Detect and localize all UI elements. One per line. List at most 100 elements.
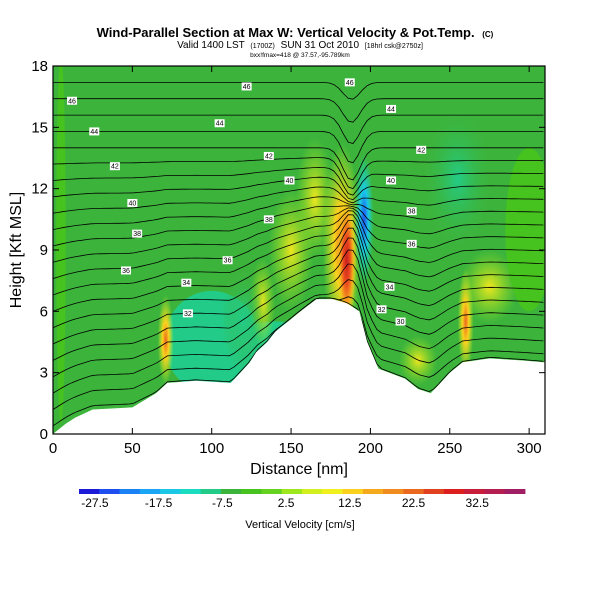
theta-contour: [53, 227, 544, 329]
theta-contour: [53, 210, 544, 279]
colorbar-swatch: [220, 489, 242, 494]
theta-contour: [53, 214, 544, 296]
velocity-cell: [157, 294, 174, 385]
colorbar-swatch: [362, 489, 384, 494]
contour-label-box: [214, 119, 225, 128]
x-tick-label: 0: [49, 440, 57, 457]
theta-contour: [53, 157, 544, 190]
contour-label: 34: [386, 284, 394, 291]
theta-contours: [53, 82, 544, 427]
contour-label-box: [384, 282, 395, 291]
colorbar-swatch: [79, 489, 100, 494]
x-axis-label: Distance [nm]: [250, 461, 348, 478]
colorbar-swatch: [119, 489, 141, 494]
contour-label: 40: [128, 200, 136, 207]
colorbar-swatch: [261, 489, 283, 494]
colorbar-label: Vertical Velocity [cm/s]: [245, 519, 354, 531]
colorbar-swatch: [443, 489, 465, 494]
contour-label: 42: [417, 147, 425, 154]
contour-label: 40: [387, 178, 395, 185]
x-tick-label: 50: [124, 440, 141, 457]
colorbar-swatch: [403, 489, 425, 494]
contour-label-box: [182, 309, 193, 318]
contour-label-box: [376, 305, 387, 314]
velocity-cell: [505, 147, 545, 312]
colorbar-swatch: [423, 489, 445, 494]
contour-label: 36: [224, 258, 232, 265]
colorbar-tick-label: 32.5: [466, 496, 490, 510]
colorbar-tick-label: -27.5: [81, 496, 109, 510]
contour-label: 46: [346, 80, 354, 87]
theta-contour: [53, 82, 544, 100]
theta-contour: [53, 196, 544, 230]
contour-label: 42: [265, 153, 273, 160]
colorbar-swatch: [464, 489, 485, 494]
x-axis: 0 50 100 150 200 250 300: [49, 66, 542, 457]
colorbar-swatch: [99, 489, 120, 494]
colorbar-swatch: [281, 489, 303, 494]
theta-contour: [53, 296, 544, 410]
contour-label-box: [395, 317, 406, 326]
colorbar-tick-label: 12.5: [338, 496, 362, 510]
theta-contour: [53, 249, 544, 361]
terrain-mask: [53, 299, 545, 434]
chart-subtitle: Valid 1400 LST (1700Z) SUN 31 Oct 2010 […: [177, 40, 423, 51]
contour-label-box: [241, 82, 252, 91]
contour-label-box: [222, 256, 233, 265]
contour-label: 44: [216, 121, 224, 128]
x-tick-label: 250: [437, 440, 462, 457]
contour-label: 42: [111, 164, 119, 171]
theta-contour: [53, 186, 544, 214]
contour-label: 46: [68, 98, 76, 105]
chart-info-line: bxx!fmax=418 @ 37.57,-95.789km: [250, 52, 350, 59]
contour-label: 44: [90, 129, 98, 136]
theta-contour: [53, 207, 544, 263]
contour-label-box: [127, 198, 138, 207]
contour-label-box: [263, 215, 274, 224]
contour-label-box: [406, 207, 417, 216]
contour-label: 36: [122, 268, 130, 275]
theta-contour: [53, 220, 544, 312]
y-tick-label: 6: [40, 303, 48, 320]
contour-label: 44: [387, 106, 395, 113]
colorbar-tick-label: 22.5: [402, 496, 426, 510]
theta-contour: [53, 147, 544, 181]
colorbar-swatch: [342, 489, 364, 494]
y-tick-label: 3: [40, 365, 48, 382]
colorbar-ticks: -27.5 -17.5 -7.5 2.5 12.5 22.5 32.5: [81, 496, 489, 510]
contour-label: 30: [397, 319, 405, 326]
colorbar-tick-label: -17.5: [145, 496, 173, 510]
colorbar: [79, 489, 526, 494]
velocity-cell: [56, 66, 66, 424]
x-tick-label: 200: [358, 440, 383, 457]
chart-title: Wind-Parallel Section at Max W: Vertical…: [97, 25, 494, 40]
plot-field: 46 46 46 44 44 44 42 42 42 40 40 40 38 38 38 36 36 36 34 34…: [53, 66, 545, 434]
colorbar-swatch: [180, 489, 202, 494]
velocity-cell: [337, 192, 357, 328]
contour-label: 36: [408, 241, 416, 248]
contour-label-box: [89, 127, 100, 136]
contour-label-box: [67, 96, 78, 105]
velocity-cell: [268, 188, 314, 312]
y-tick-label: 15: [31, 119, 48, 136]
colorbar-tick-label: -7.5: [212, 496, 233, 510]
y-tick-label: 9: [40, 242, 48, 259]
contour-label: 38: [265, 217, 273, 224]
theta-contour: [53, 114, 544, 144]
contour-label: 32: [184, 311, 192, 318]
theta-contour: [53, 263, 544, 378]
colorbar-tick-label: 2.5: [278, 496, 295, 510]
contour-label-box: [121, 266, 132, 275]
contour-label-box: [386, 104, 397, 113]
theta-contour: [53, 205, 544, 247]
contour-label: 34: [182, 280, 190, 287]
theta-contour: [53, 166, 544, 196]
y-tick-label: 12: [31, 181, 48, 198]
contour-label-box: [344, 78, 355, 87]
colorbar-swatch: [484, 489, 506, 494]
theta-contour: [53, 237, 544, 345]
colorbar-swatch: [302, 489, 323, 494]
contour-label-box: [416, 145, 427, 154]
contour-label-box: [109, 162, 120, 171]
